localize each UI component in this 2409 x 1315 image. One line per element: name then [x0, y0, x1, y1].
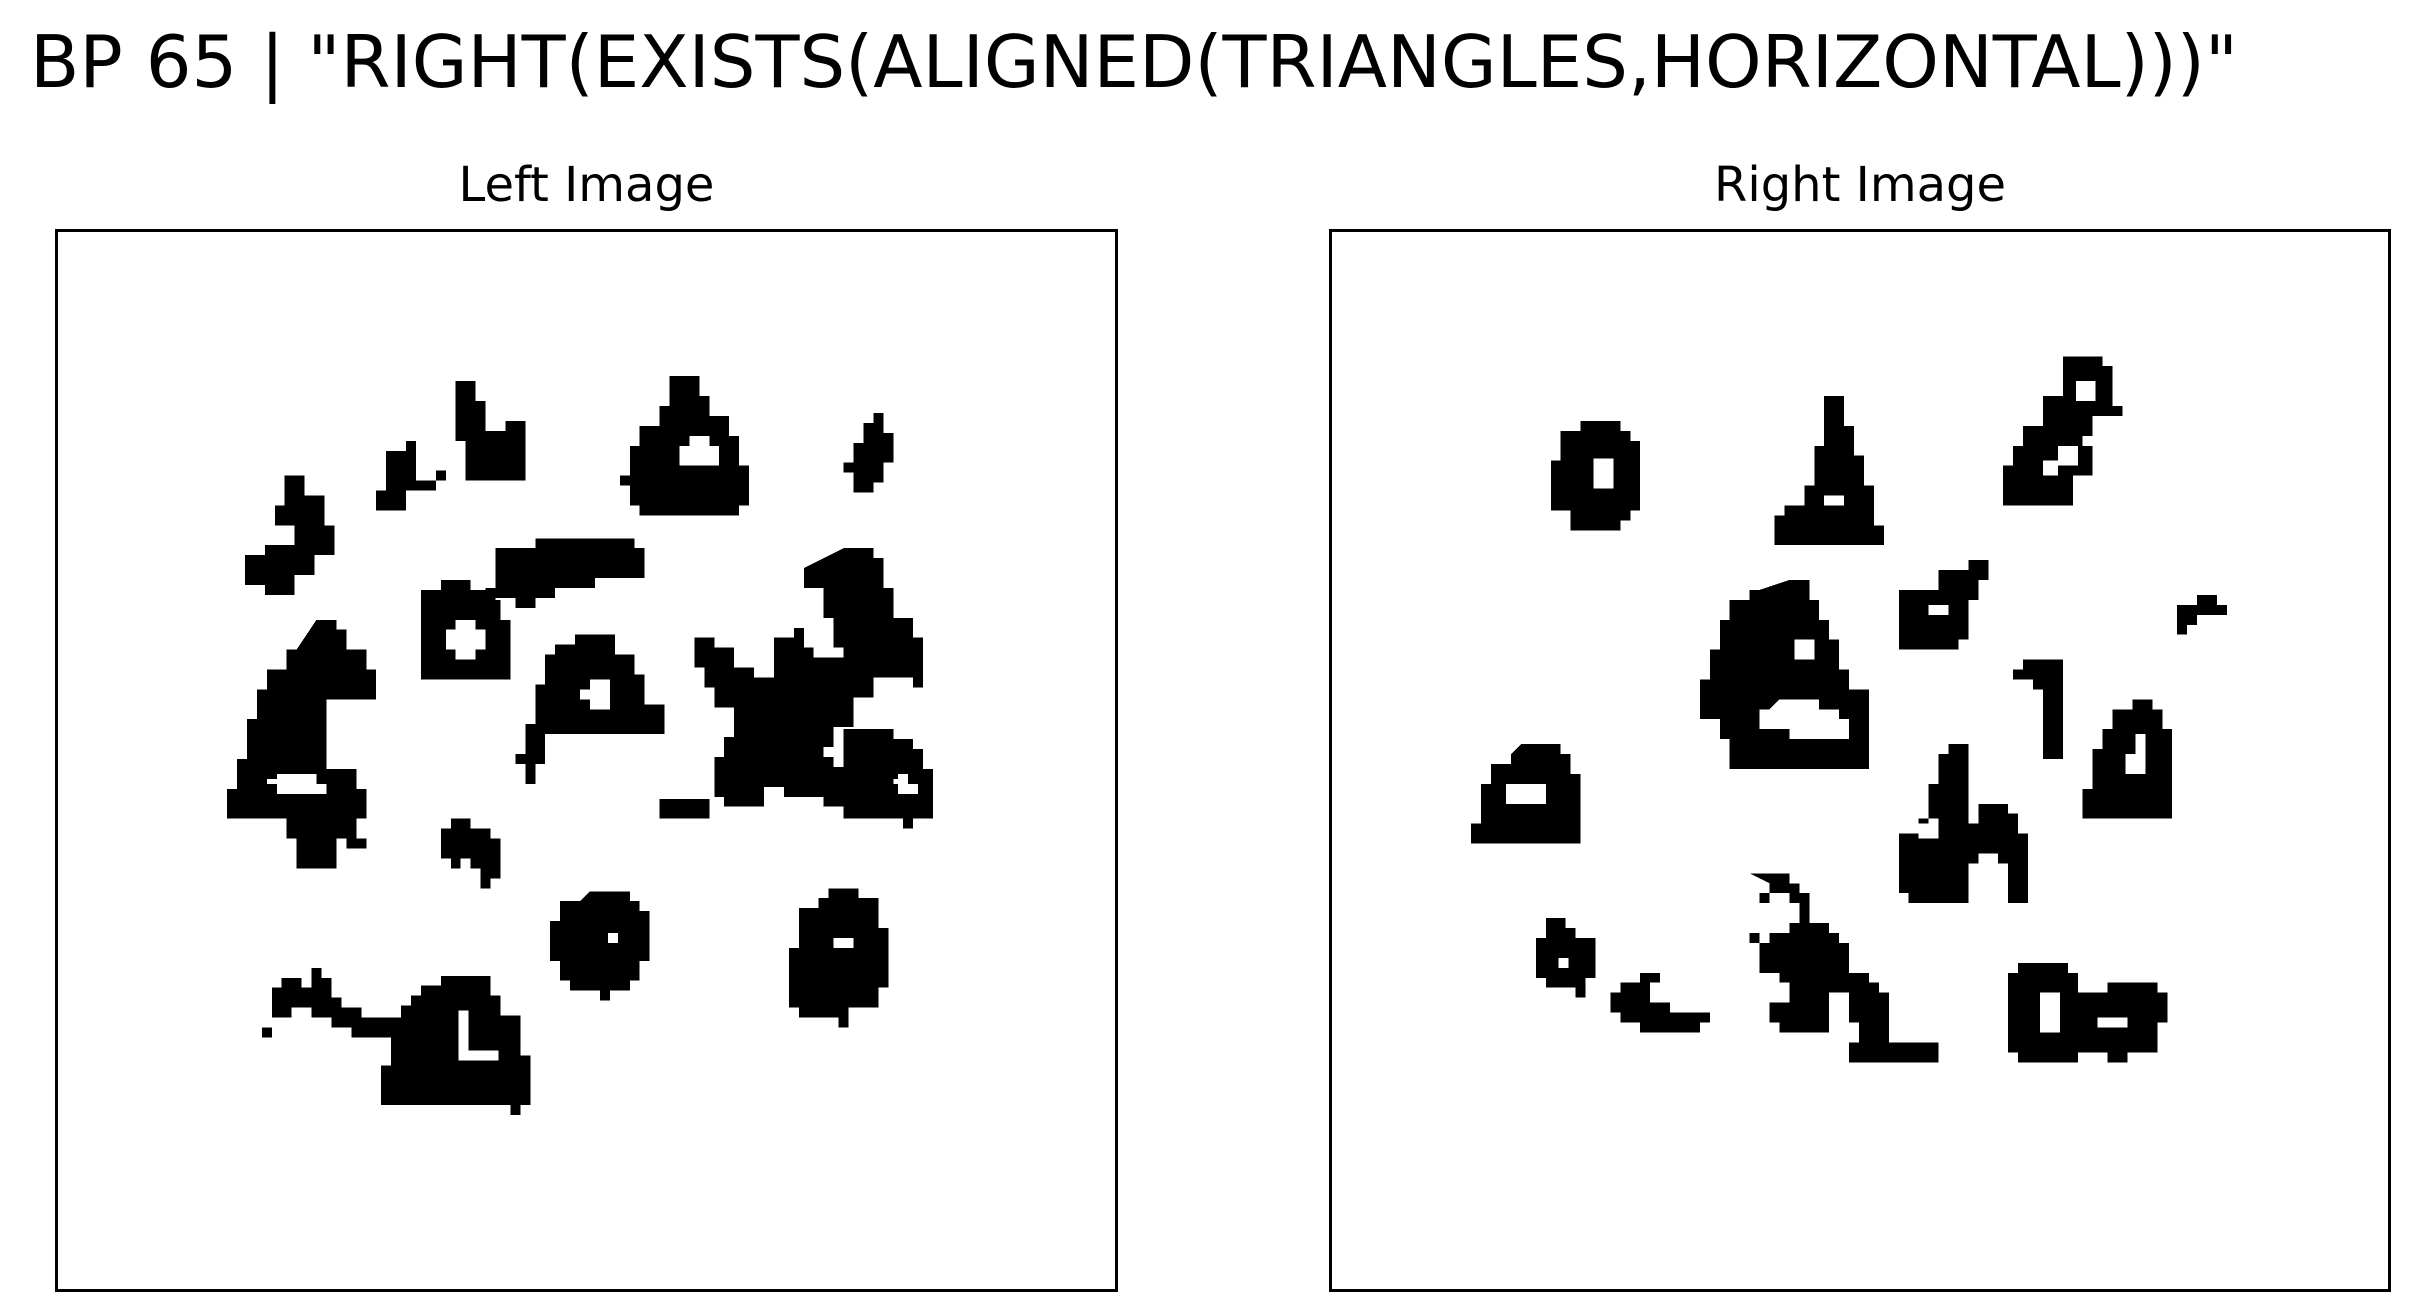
right-shape-ring-top-left — [1550, 420, 1641, 531]
right-image-panel — [1329, 229, 2391, 1292]
left-shape-x-squiggle — [659, 548, 924, 819]
left-image-canvas — [227, 376, 934, 1115]
left-shape-square-right — [843, 729, 934, 829]
left-shape-ring-right — [788, 888, 889, 1028]
right-shape-tiny-mark — [2177, 594, 2227, 635]
left-shape-triangle-bottom — [381, 975, 531, 1115]
left-shape-small-blob — [440, 818, 501, 889]
right-shape-curve — [1610, 972, 1710, 1033]
right-image-canvas — [1471, 356, 2227, 1063]
figure-title: BP 65 | "RIGHT(EXISTS(ALIGNED(TRIANGLES,… — [30, 20, 2238, 104]
left-shape-square-ring — [420, 580, 511, 680]
left-shape-triangle-middle — [515, 634, 665, 784]
left-shape-small-mark — [843, 412, 894, 493]
left-shape-triangle-large — [227, 619, 377, 869]
right-shape-triangle-top — [1774, 396, 1884, 546]
left-shape-ring-middle — [550, 891, 650, 1001]
right-panel-title: Right Image — [1714, 157, 2006, 213]
left-shape-curl — [244, 475, 335, 595]
right-shape-double-box — [2008, 962, 2168, 1063]
right-shape-triangle-large — [1699, 580, 1869, 769]
right-shape-figure-eight — [2003, 356, 2123, 506]
left-panel-title: Left Image — [458, 157, 715, 213]
right-shape-loop — [1749, 873, 1939, 1063]
right-shape-bracket — [2013, 659, 2063, 760]
right-shape-ring-right — [2082, 699, 2173, 819]
left-shape-hook — [376, 381, 526, 511]
right-shape-small-blob — [1535, 918, 1596, 998]
left-shape-squiggle — [261, 967, 411, 1038]
right-shape-small-square — [1898, 560, 1989, 650]
left-shape-triangle-top — [619, 376, 750, 516]
left-image-panel — [55, 229, 1118, 1292]
right-shape-dome — [1471, 744, 1581, 844]
left-shape-bar — [485, 538, 645, 618]
right-shape-squiggle-middle — [1898, 744, 2029, 904]
